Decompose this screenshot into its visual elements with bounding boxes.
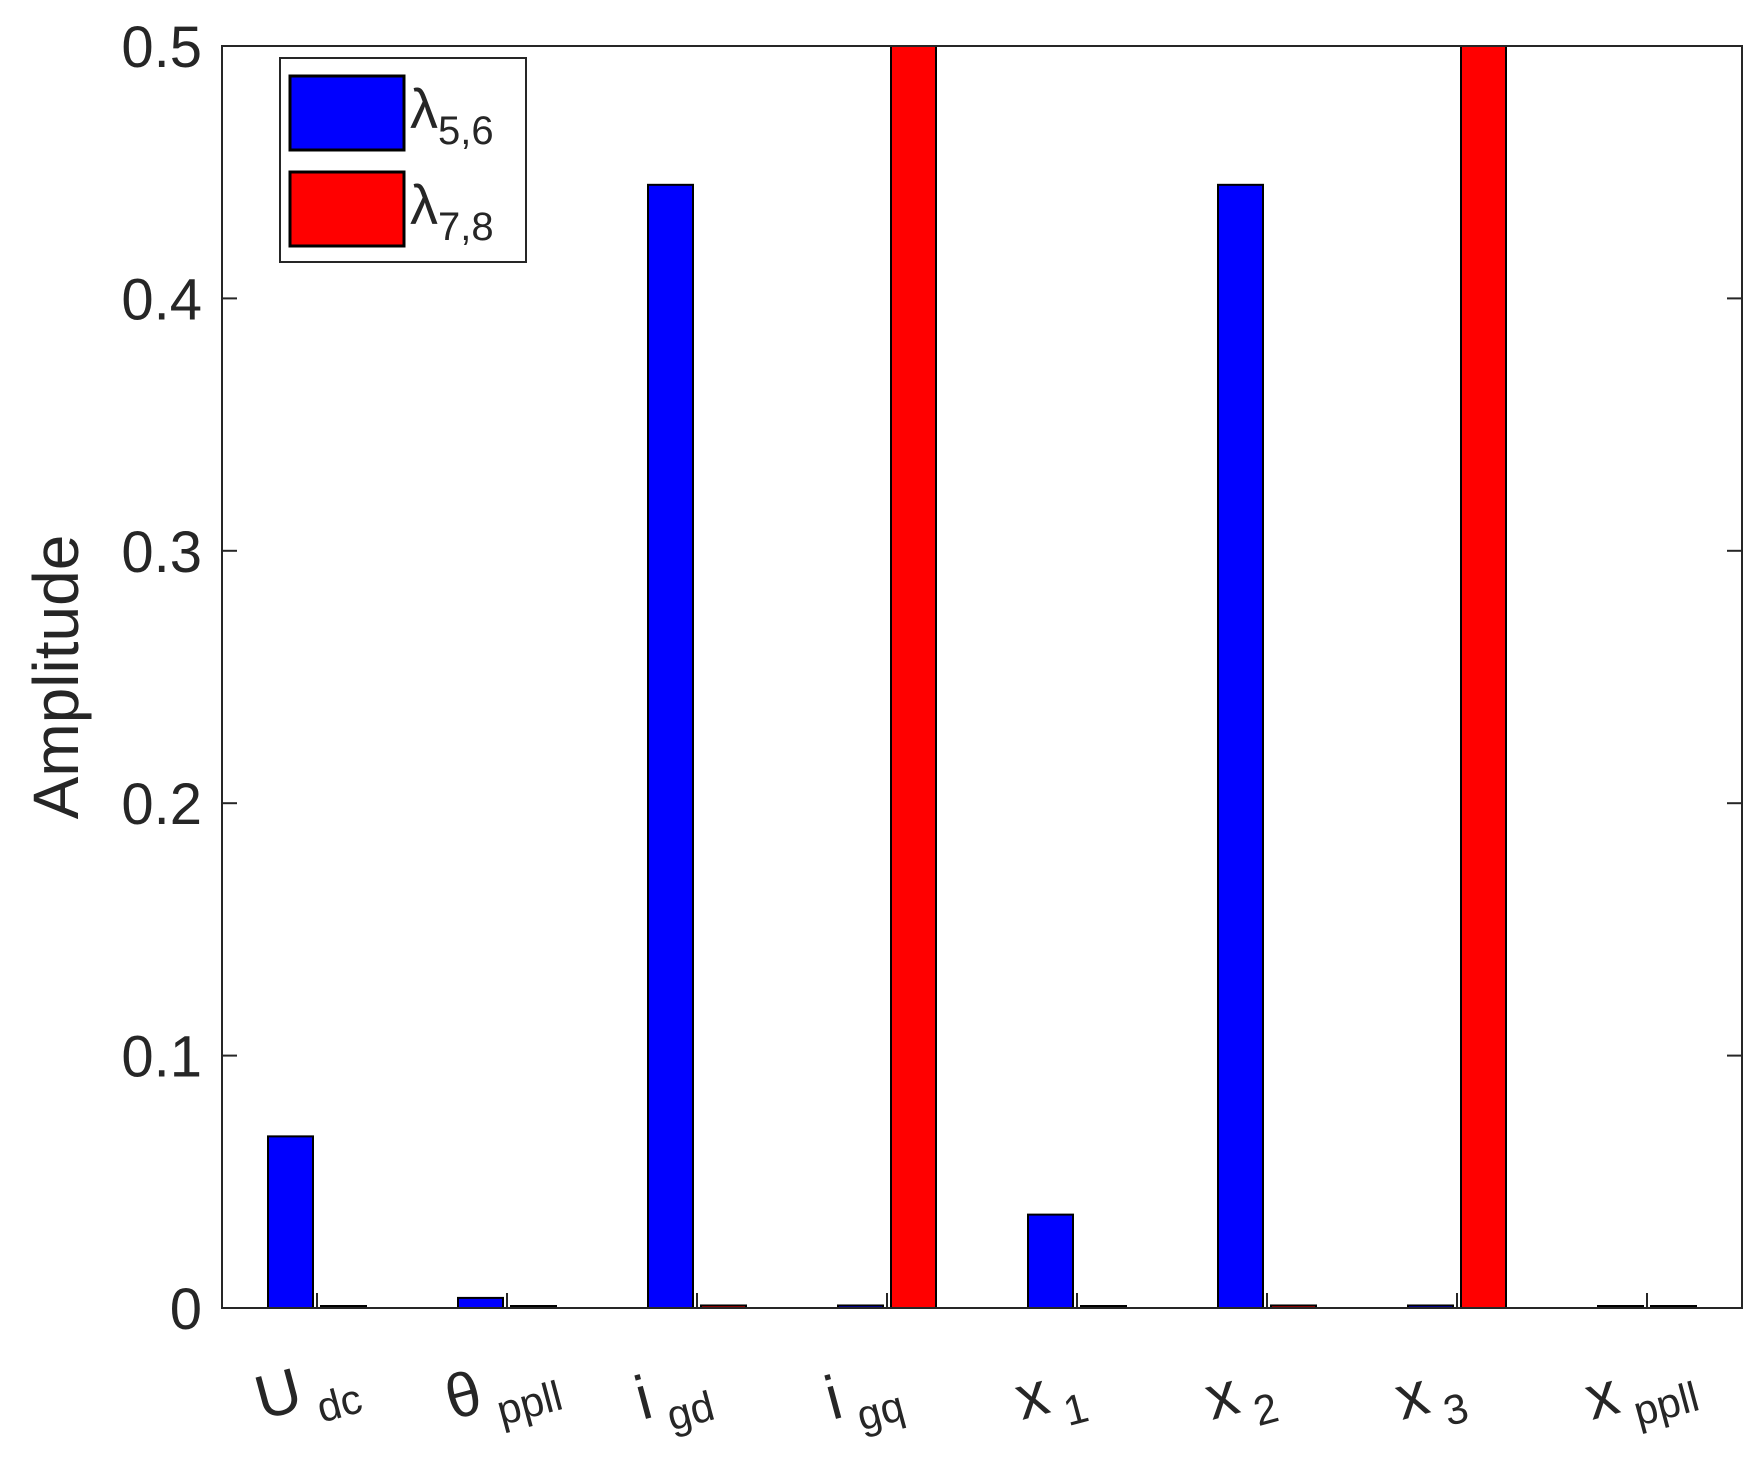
x-tick-label: x1: [1008, 1350, 1093, 1446]
x-tick-label: igq: [818, 1348, 909, 1446]
x-tick-label-sub: ppll: [492, 1372, 567, 1434]
x-tick-label: Udc: [248, 1341, 367, 1446]
x-tick-label-base: x: [1388, 1359, 1436, 1434]
x-tick-label-base: i: [818, 1363, 849, 1433]
x-tick-label-base: x: [1578, 1359, 1626, 1434]
x-tick-label-sub: 2: [1248, 1384, 1283, 1435]
y-tick-label: 0.5: [121, 15, 202, 80]
legend-label-sub: 7,8: [438, 205, 494, 249]
y-tick-label: 0.2: [121, 772, 202, 837]
y-tick-label: 0.1: [121, 1025, 202, 1090]
x-tick-label-sub: 3: [1438, 1384, 1473, 1435]
x-tick-label-base: x: [1198, 1359, 1246, 1434]
legend-label-1: λ5,6: [410, 77, 494, 153]
x-tick-label-sub: gq: [852, 1382, 909, 1439]
bar-2-4: [890, 45, 937, 1309]
bar-1-6: [1217, 183, 1264, 1310]
legend: λ5,6λ7,8: [279, 57, 527, 263]
x-tick-label-base: θ: [438, 1358, 489, 1434]
x-tick-label: x3: [1388, 1350, 1473, 1446]
x-tick-label-sub: 1: [1058, 1384, 1093, 1435]
legend-label-sub: 5,6: [438, 109, 494, 153]
axes-box: [221, 45, 1743, 1309]
bar-2-7: [1460, 45, 1507, 1309]
legend-label-base: λ: [410, 173, 438, 236]
x-ticks: Udc θppll igd igq x1 x2 x3 xppll: [248, 1293, 1704, 1446]
x-tick-label-base: U: [248, 1355, 309, 1433]
bar-1-5: [1027, 1213, 1074, 1310]
y-ticks: 0 0.1 0.2 0.3 0.4 0.5: [121, 15, 1742, 1342]
y-tick-label: 0.4: [121, 267, 202, 332]
x-tick-label-sub: dc: [312, 1375, 367, 1432]
bars-layer: [267, 45, 1697, 1310]
legend-swatch-1: [288, 74, 406, 152]
x-tick-label: igd: [628, 1348, 719, 1446]
legend-label-base: λ: [410, 77, 438, 140]
bar-1-2: [457, 1296, 504, 1310]
x-tick-label: xppll: [1578, 1339, 1704, 1446]
x-tick-label: x2: [1198, 1350, 1283, 1446]
bar-1-1: [267, 1135, 314, 1310]
y-axis-label: Amplitude: [20, 535, 92, 820]
y-tick-label: 0.3: [121, 520, 202, 585]
x-tick-label-sub: gd: [662, 1382, 719, 1439]
bar-1-3: [647, 183, 694, 1310]
legend-label-2: λ7,8: [410, 173, 494, 249]
x-tick-label-base: x: [1008, 1359, 1056, 1434]
y-tick-label: 0: [170, 1277, 202, 1342]
x-tick-label: θppll: [438, 1338, 567, 1446]
x-tick-label-base: i: [628, 1363, 659, 1433]
x-tick-label-sub: ppll: [1628, 1373, 1703, 1435]
legend-swatch-2: [288, 170, 406, 248]
